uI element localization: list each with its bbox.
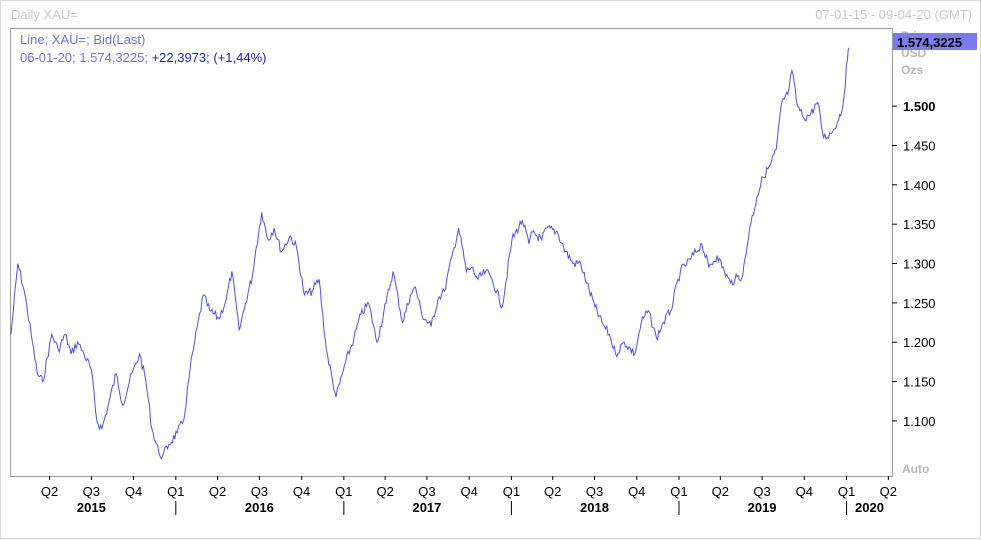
x-quarter-label: Q4 <box>125 484 142 499</box>
x-year-label: 2018 <box>580 500 609 515</box>
axis-overlay: Price USD Ozs 1.574,3225 Auto <box>893 29 977 476</box>
y-tick-label: 1.300 <box>903 257 936 272</box>
y-tick-label: 1.100 <box>903 414 936 429</box>
x-quarter-label: Q3 <box>586 484 603 499</box>
y-tick-label: 1.350 <box>903 217 936 232</box>
legend-last-values: 06-01-20; 1.574,3225; +22,3973; (+1,44%) <box>20 50 266 66</box>
series-layer <box>10 47 850 460</box>
y-tick-label: 1.250 <box>903 296 936 311</box>
x-year-label: 2017 <box>412 500 441 515</box>
x-quarter-label: Q1 <box>167 484 184 499</box>
series-line-xau <box>10 47 850 460</box>
legend-change: +22,3973; (+1,44%) <box>151 50 267 65</box>
legend-last-value: 06-01-20; 1.574,3225; <box>20 50 148 65</box>
last-price-marker <box>893 33 977 50</box>
x-quarter-label: Q2 <box>376 484 393 499</box>
y-tick-label: 1.500 <box>903 99 936 114</box>
y-unit-ozs: Ozs <box>901 63 923 77</box>
x-quarter-label: Q3 <box>753 484 770 499</box>
x-year-label: 2019 <box>748 500 777 515</box>
y-tick-label: 1.150 <box>903 375 936 390</box>
x-year-label: 2016 <box>245 500 274 515</box>
x-quarter-label: Q4 <box>461 484 478 499</box>
x-quarter-label: Q3 <box>251 484 268 499</box>
x-quarter-label: Q2 <box>712 484 729 499</box>
x-year-label: 2015 <box>77 500 106 515</box>
x-axis: Q2 Q3 Q4 Q1 Q2 Q3 Q4 Q1 Q2 Q3 Q4 Q1 Q2 Q3 Q4 Q1 Q2 Q3 Q4 Q1… <box>41 476 897 515</box>
window-title: Daily XAU= <box>11 7 78 22</box>
date-range: 07-01-15 - 09-04-20 (GMT) <box>815 7 972 22</box>
x-quarter-label: Q4 <box>293 484 310 499</box>
last-price-label: 1.574,3225 <box>897 35 962 50</box>
x-quarter-label: Q1 <box>335 484 352 499</box>
x-quarter-label: Q3 <box>83 484 100 499</box>
x-quarter-label: Q1 <box>503 484 520 499</box>
x-quarter-label: Q1 <box>838 484 855 499</box>
y-axis: 1.100 1.150 1.200 1.250 1.300 1.350 1.400 1.450… <box>892 99 936 429</box>
x-quarter-label: Q3 <box>418 484 435 499</box>
y-tick-label: 1.400 <box>903 178 936 193</box>
x-quarter-label: Q4 <box>628 484 645 499</box>
title-bar: Daily XAU= 07-01-15 - 09-04-20 (GMT) <box>1 1 980 27</box>
auto-scale-button[interactable]: Auto <box>902 462 929 476</box>
x-quarter-label: Q4 <box>796 484 813 499</box>
x-quarter-label: Q2 <box>41 484 58 499</box>
x-quarter-label: Q1 <box>670 484 687 499</box>
x-quarter-label: Q2 <box>880 484 897 499</box>
x-year-label: 2020 <box>855 500 884 515</box>
legend-series-description: Line; XAU=; Bid(Last) <box>20 32 146 47</box>
y-tick-label: 1.450 <box>903 138 936 153</box>
x-quarter-label: Q2 <box>544 484 561 499</box>
x-quarter-label: Q2 <box>209 484 226 499</box>
y-tick-label: 1.200 <box>903 335 936 350</box>
